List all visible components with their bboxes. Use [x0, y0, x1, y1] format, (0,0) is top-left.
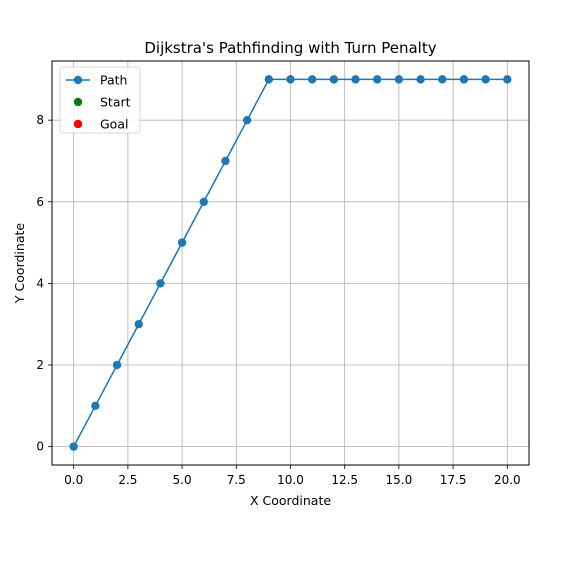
path-point [177, 238, 187, 247]
x-tick-label: 7.5 [227, 473, 246, 487]
x-tick-label: 12.5 [331, 473, 358, 487]
legend-label-goal: Goal [100, 117, 128, 132]
legend: Path Start Goal [59, 66, 141, 134]
x-axis-label: X Coordinate [250, 493, 331, 508]
path-point [459, 75, 469, 84]
x-tick-label: 10.0 [277, 473, 304, 487]
y-tick-label: 0 [36, 440, 44, 454]
legend-swatch-path [73, 75, 83, 85]
legend-label-path: Path [100, 73, 127, 88]
path-point [199, 197, 208, 206]
x-tick-label: 17.5 [440, 473, 467, 487]
y-tick-label: 4 [36, 276, 44, 290]
series-layer [69, 75, 512, 451]
path-point [264, 75, 274, 84]
x-ticks: 0.0 2.5 5.0 7.5 10.0 12.5 15.0 17.5 20.0 [64, 465, 521, 487]
legend-label-start: Start [100, 95, 131, 110]
path-point [373, 75, 382, 84]
y-tick-label: 2 [36, 358, 44, 372]
x-tick-label: 20.0 [494, 473, 521, 487]
y-axis-label: Y Coordinate [12, 223, 27, 304]
path-point [503, 75, 512, 84]
path-point [91, 401, 100, 411]
x-tick-label: 0.0 [64, 473, 83, 487]
path-point [69, 442, 78, 451]
chart-title: Dijkstra's Pathfinding with Turn Penalty [144, 39, 436, 57]
path-point [438, 75, 447, 84]
path-point [481, 75, 490, 84]
path-point [286, 75, 295, 84]
legend-swatch-goal [73, 119, 83, 129]
path-point [329, 75, 339, 84]
x-tick-label: 5.0 [173, 473, 192, 487]
legend-swatch-start [73, 97, 83, 107]
path-point [134, 320, 143, 329]
path-point [307, 75, 317, 84]
y-ticks: 0 2 4 6 8 [36, 113, 52, 454]
path-point [351, 75, 360, 84]
path-point [416, 75, 425, 84]
path-point [112, 360, 122, 370]
y-tick-label: 8 [36, 113, 44, 127]
path-point [156, 279, 165, 288]
series-path [69, 75, 512, 451]
grid [52, 61, 529, 465]
path-point [242, 115, 252, 125]
path-point [221, 156, 230, 166]
x-tick-label: 2.5 [118, 473, 137, 487]
x-tick-label: 15.0 [386, 473, 413, 487]
y-tick-label: 6 [36, 195, 44, 209]
path-point [394, 75, 404, 84]
